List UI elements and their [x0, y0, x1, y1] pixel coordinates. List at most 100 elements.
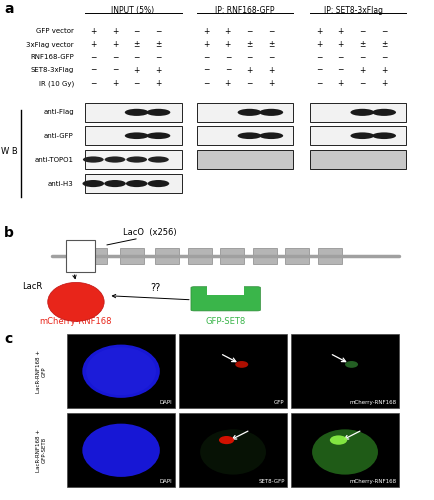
Text: 3xFlag vector: 3xFlag vector [26, 42, 74, 48]
FancyBboxPatch shape [83, 248, 107, 264]
Text: +: + [90, 40, 96, 49]
Text: −: − [359, 53, 365, 62]
FancyBboxPatch shape [85, 103, 182, 122]
Ellipse shape [82, 424, 160, 477]
FancyBboxPatch shape [291, 334, 399, 408]
Text: −: − [268, 26, 274, 36]
Text: GFP-SET8: GFP-SET8 [206, 318, 246, 326]
Text: +: + [112, 79, 118, 88]
Ellipse shape [350, 109, 374, 116]
Text: −: − [155, 26, 161, 36]
Text: ??: ?? [150, 282, 160, 292]
FancyBboxPatch shape [220, 248, 244, 264]
Text: −: − [316, 66, 322, 74]
Ellipse shape [148, 180, 169, 187]
FancyBboxPatch shape [85, 174, 182, 193]
FancyBboxPatch shape [179, 334, 287, 408]
Text: ±: ± [359, 40, 365, 49]
Ellipse shape [125, 109, 148, 116]
Text: +: + [359, 66, 365, 74]
FancyBboxPatch shape [286, 248, 309, 264]
Text: LacR-RNF168 +
GFP: LacR-RNF168 + GFP [36, 350, 46, 393]
Ellipse shape [330, 436, 347, 445]
Text: −: − [247, 26, 253, 36]
Text: −: − [247, 53, 253, 62]
FancyBboxPatch shape [310, 103, 406, 122]
Ellipse shape [104, 180, 126, 187]
Ellipse shape [125, 132, 148, 139]
Text: +: + [268, 79, 274, 88]
Text: +: + [316, 26, 322, 36]
FancyBboxPatch shape [85, 126, 182, 145]
FancyBboxPatch shape [66, 240, 95, 272]
Ellipse shape [238, 132, 261, 139]
Text: INPUT (5%): INPUT (5%) [111, 6, 154, 15]
Text: −: − [381, 53, 387, 62]
FancyBboxPatch shape [85, 150, 182, 169]
Text: +: + [338, 26, 344, 36]
FancyBboxPatch shape [291, 414, 399, 487]
Ellipse shape [86, 348, 156, 395]
FancyBboxPatch shape [197, 103, 293, 122]
Ellipse shape [372, 109, 396, 116]
Text: anti-TOPO1: anti-TOPO1 [35, 156, 74, 162]
Text: IP: SET8-3xFlag: IP: SET8-3xFlag [324, 6, 383, 15]
Text: −: − [203, 79, 209, 88]
FancyBboxPatch shape [67, 414, 175, 487]
Text: ±: ± [155, 40, 161, 49]
Text: +: + [247, 66, 253, 74]
Ellipse shape [350, 132, 374, 139]
Text: +: + [90, 26, 96, 36]
Text: +: + [381, 66, 387, 74]
Text: −: − [203, 53, 209, 62]
Text: −: − [247, 79, 253, 88]
Text: +: + [268, 66, 274, 74]
Text: DAPI: DAPI [160, 479, 173, 484]
Text: +: + [203, 40, 209, 49]
Text: −: − [90, 66, 96, 74]
Text: RNF168-GFP: RNF168-GFP [30, 54, 74, 60]
Text: −: − [134, 26, 140, 36]
Text: ±: ± [134, 40, 140, 49]
Text: a: a [4, 2, 14, 16]
Text: −: − [316, 53, 322, 62]
Text: +: + [381, 79, 387, 88]
Text: +: + [316, 40, 322, 49]
Text: −: − [268, 53, 274, 62]
Text: mCherry-RNF168: mCherry-RNF168 [39, 318, 112, 326]
Text: DAPI: DAPI [160, 400, 173, 405]
Text: IP: RNF168-GFP: IP: RNF168-GFP [215, 6, 275, 15]
Text: −: − [90, 53, 96, 62]
Ellipse shape [260, 109, 283, 116]
FancyBboxPatch shape [207, 280, 244, 294]
FancyBboxPatch shape [310, 126, 406, 145]
Ellipse shape [238, 109, 261, 116]
Text: ±: ± [381, 40, 387, 49]
Ellipse shape [105, 156, 125, 162]
Text: −: − [112, 53, 118, 62]
Text: −: − [359, 79, 365, 88]
Ellipse shape [82, 180, 104, 187]
Text: ±: ± [247, 40, 253, 49]
Ellipse shape [345, 361, 358, 368]
Text: SET8-3xFlag: SET8-3xFlag [30, 67, 74, 73]
Text: anti-Flag: anti-Flag [43, 110, 74, 116]
Text: −: − [338, 53, 344, 62]
FancyBboxPatch shape [155, 248, 179, 264]
FancyBboxPatch shape [179, 414, 287, 487]
Ellipse shape [82, 344, 160, 398]
Text: +: + [225, 79, 231, 88]
Text: IR (10 Gy): IR (10 Gy) [39, 80, 74, 86]
Ellipse shape [235, 361, 248, 368]
Text: +: + [225, 40, 231, 49]
Text: +: + [112, 40, 118, 49]
Text: −: − [225, 53, 231, 62]
Text: −: − [112, 66, 118, 74]
Ellipse shape [312, 430, 378, 474]
FancyBboxPatch shape [197, 126, 293, 145]
Text: W B: W B [1, 147, 18, 156]
Text: b: b [4, 226, 14, 240]
Text: +: + [338, 40, 344, 49]
Text: anti-H3: anti-H3 [48, 180, 74, 186]
Text: −: − [338, 66, 344, 74]
